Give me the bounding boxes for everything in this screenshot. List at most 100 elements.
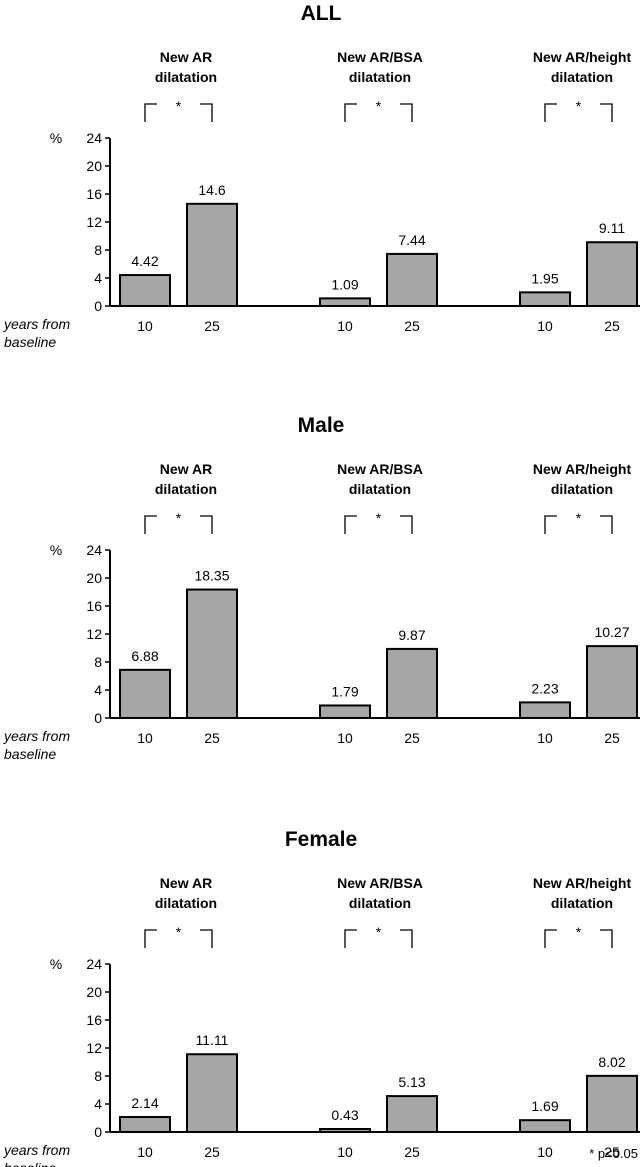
significance-bracket-right bbox=[600, 104, 612, 122]
x-category-label: 25 bbox=[404, 1144, 420, 1160]
bar-value-label: 9.11 bbox=[599, 220, 625, 236]
x-category-label: 10 bbox=[537, 318, 553, 334]
significance-bracket-left bbox=[345, 930, 357, 948]
figure: ALL%04812162024years from baselineNew ARd… bbox=[0, 0, 643, 1167]
group-title-line: New AR/height bbox=[533, 875, 632, 891]
significance-bracket-left bbox=[545, 516, 557, 534]
y-tick-label: 16 bbox=[86, 186, 102, 202]
group-title-line: dilatation bbox=[551, 481, 613, 497]
significance-bracket-right bbox=[200, 930, 212, 948]
significance-bracket-left bbox=[545, 930, 557, 948]
bar bbox=[587, 1076, 637, 1132]
bar bbox=[520, 1120, 570, 1132]
bar-value-label: 1.09 bbox=[331, 276, 358, 292]
significance-marker: * bbox=[576, 510, 582, 526]
bar-group: New AR/BSA dilatation * 1.09 10 7.44 25 bbox=[320, 49, 437, 334]
significance-marker: * bbox=[176, 98, 182, 114]
y-tick-label: 0 bbox=[94, 298, 102, 314]
y-tick-label: 0 bbox=[94, 1124, 102, 1140]
bar bbox=[387, 649, 437, 718]
bar bbox=[120, 275, 170, 306]
y-tick-label: 16 bbox=[86, 1012, 102, 1028]
significance-bracket-left bbox=[145, 516, 157, 534]
bar-group: New AR/height dilatation * 1.95 10 9.11 25 bbox=[520, 49, 637, 334]
x-category-label: 10 bbox=[337, 318, 353, 334]
significance-marker: * bbox=[576, 924, 582, 940]
bar-value-label: 10.27 bbox=[594, 624, 629, 640]
x-category-label: 10 bbox=[137, 1144, 153, 1160]
bar bbox=[320, 298, 370, 306]
y-tick-label: 20 bbox=[86, 570, 102, 586]
bar bbox=[187, 204, 237, 306]
bar-value-label: 1.95 bbox=[531, 270, 558, 286]
bar bbox=[587, 646, 637, 718]
bar bbox=[587, 242, 637, 306]
y-tick-label: 24 bbox=[86, 542, 102, 558]
significance-bracket-right bbox=[200, 516, 212, 534]
panel-all: ALL% 0 4 8 12 16 20 24 years from baseline New AR d… bbox=[3, 2, 640, 350]
group-title-line: New AR/BSA bbox=[337, 49, 423, 65]
significance-bracket-left bbox=[345, 104, 357, 122]
y-axis-label: % bbox=[50, 542, 62, 558]
group-title-line: dilatation bbox=[155, 481, 217, 497]
bar bbox=[120, 670, 170, 718]
y-tick-label: 8 bbox=[94, 242, 102, 258]
bar-value-label: 7.44 bbox=[398, 232, 425, 248]
significance-bracket-left bbox=[145, 104, 157, 122]
bar-group: New AR dilatation * 6.88 10 18.35 25 bbox=[120, 461, 237, 746]
bar-value-label: 1.69 bbox=[531, 1098, 558, 1114]
significance-bracket-right bbox=[600, 930, 612, 948]
y-tick-label: 8 bbox=[94, 654, 102, 670]
bar bbox=[520, 702, 570, 718]
significance-bracket-right bbox=[400, 516, 412, 534]
bar-group: New AR/BSAdilatation*0.43105.1325 bbox=[320, 875, 437, 1160]
bar-group: New AR dilatation * 4.42 10 14.6 25 bbox=[120, 49, 237, 334]
x-category-label: 25 bbox=[604, 318, 620, 334]
x-category-label: 25 bbox=[204, 1144, 220, 1160]
significance-marker: * bbox=[176, 510, 182, 526]
bar-value-label: 18.35 bbox=[194, 568, 229, 584]
significance-marker: * bbox=[376, 510, 382, 526]
group-title-line: New AR bbox=[160, 461, 212, 477]
significance-bracket-left bbox=[545, 104, 557, 122]
bar-value-label: 8.02 bbox=[598, 1054, 625, 1070]
bar bbox=[387, 254, 437, 306]
group-title-line: New AR bbox=[160, 875, 212, 891]
panel-male: Male% 0 4 8 12 16 20 24 years from baseline New AR… bbox=[3, 414, 640, 762]
bar-value-label: 2.14 bbox=[131, 1095, 158, 1111]
bar-value-label: 4.42 bbox=[131, 253, 158, 269]
y-tick-label: 4 bbox=[94, 682, 102, 698]
bar-group: New AR/height dilatation * 2.23 10 10.27 25 bbox=[520, 461, 637, 746]
y-tick-label: 20 bbox=[86, 158, 102, 174]
bar bbox=[320, 1129, 370, 1132]
bar-value-label: 14.6 bbox=[198, 182, 225, 198]
x-category-label: 25 bbox=[404, 730, 420, 746]
bar-value-label: 6.88 bbox=[131, 648, 158, 664]
panel-title: Female bbox=[285, 828, 357, 851]
y-tick-label: 16 bbox=[86, 598, 102, 614]
bar-value-label: 1.79 bbox=[331, 683, 358, 699]
bar-group: New AR/height dilatation * 1.69 10 8.02 25 bbox=[520, 875, 637, 1160]
y-tick-label: 0 bbox=[94, 710, 102, 726]
bar bbox=[187, 590, 237, 718]
x-category-label: 10 bbox=[337, 1144, 353, 1160]
y-tick-label: 24 bbox=[86, 130, 102, 146]
bar-group: New AR dilatation * 2.14 10 11.11 25 bbox=[120, 875, 237, 1160]
x-category-label: 10 bbox=[137, 318, 153, 334]
y-tick-label: 8 bbox=[94, 1068, 102, 1084]
group-title-line: dilatation bbox=[155, 895, 217, 911]
group-title-line: dilatation bbox=[349, 69, 411, 85]
bar-value-label: 9.87 bbox=[398, 627, 425, 643]
bar-value-label: 11.11 bbox=[196, 1032, 229, 1048]
y-axis-label: % bbox=[50, 956, 62, 972]
significance-marker: * bbox=[376, 98, 382, 114]
bar bbox=[120, 1117, 170, 1132]
bar-value-label: 2.23 bbox=[531, 680, 558, 696]
y-axis-label: % bbox=[50, 130, 62, 146]
significance-bracket-left bbox=[145, 930, 157, 948]
y-tick-label: 20 bbox=[86, 984, 102, 1000]
significance-marker: * bbox=[376, 924, 382, 940]
significance-bracket-right bbox=[400, 930, 412, 948]
